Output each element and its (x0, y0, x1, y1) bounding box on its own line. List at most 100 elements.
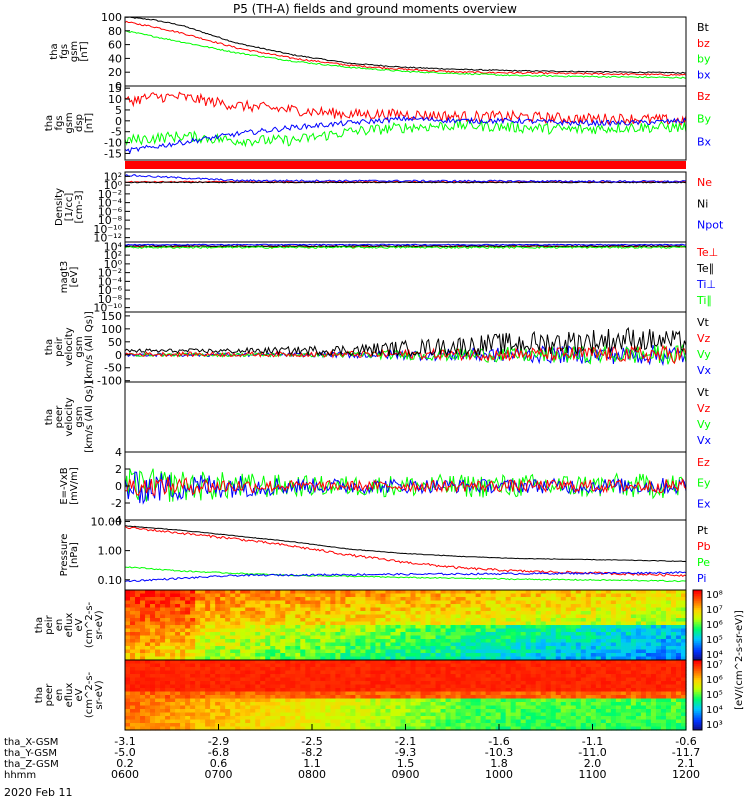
spectrogram-cell (380, 677, 387, 682)
ephemeris-row-label: hhmm (4, 770, 36, 781)
spectrogram-cell (455, 723, 462, 728)
spectrogram-cell (270, 688, 276, 693)
spectrogram-cell (135, 660, 141, 665)
spectrogram-cell (545, 607, 552, 612)
spectrogram-cell (185, 604, 191, 609)
spectrogram-cell (490, 695, 497, 700)
spectrogram-cell (580, 618, 587, 623)
spectrogram-cell (200, 649, 206, 654)
ephemeris-value: 2.1 (677, 757, 695, 770)
ephemeris-value: 0700 (205, 768, 233, 781)
spectrogram-cell (425, 702, 432, 707)
spectrogram-cell (540, 716, 547, 721)
spectrogram-cell (365, 635, 372, 640)
spectrogram-cell (215, 674, 221, 679)
spectrogram-cell (405, 618, 412, 623)
spectrogram-cell (540, 618, 547, 623)
spectrogram-cell (615, 653, 622, 658)
spectrogram-cell (575, 590, 582, 595)
spectrogram-cell (635, 656, 642, 661)
spectrogram-cell (645, 635, 652, 640)
spectrogram-cell (585, 719, 592, 724)
spectrogram-cell (245, 691, 251, 696)
spectrogram-cell (140, 719, 146, 724)
spectrogram-cell (215, 712, 221, 717)
spectrogram-cell (570, 600, 577, 605)
spectrogram-cell (200, 681, 206, 686)
spectrogram-cell (355, 667, 362, 672)
spectrogram-cell (225, 712, 231, 717)
spectrogram-cell (395, 670, 402, 675)
spectrogram-cell (135, 691, 141, 696)
spectrogram-cell (450, 593, 457, 598)
spectrogram-cell (315, 660, 321, 665)
ephemeris-value: -9.3 (395, 746, 416, 759)
spectrogram-cell (295, 614, 301, 619)
spectrogram-cell (290, 698, 296, 703)
spectrogram-cell (260, 670, 266, 675)
spectrogram-cell (550, 688, 557, 693)
spectrogram-cell (400, 723, 407, 728)
spectrogram-cell (605, 716, 612, 721)
spectrogram-cell (160, 705, 166, 710)
spectrogram-cell (330, 656, 336, 661)
spectrogram-cell (625, 702, 632, 707)
spectrogram-cell (505, 705, 512, 710)
spectrogram-cell (375, 695, 382, 700)
spectrogram-cell (480, 639, 487, 644)
spectrogram-cell (585, 625, 592, 630)
spectrogram-cell (445, 705, 452, 710)
spectrogram-cell (385, 684, 392, 689)
spectrogram-cell (460, 695, 467, 700)
spectrogram-cell (235, 635, 241, 640)
spectrogram-cell (465, 590, 472, 595)
spectrogram-cell (560, 698, 567, 703)
spectrogram-cell (150, 656, 156, 661)
spectrogram-cell (385, 660, 392, 665)
spectrogram-cell (275, 705, 281, 710)
spectrogram-cell (605, 674, 612, 679)
spectrogram-cell (395, 611, 402, 616)
spectrogram-cell (355, 709, 362, 714)
spectrogram-cell (630, 716, 637, 721)
colorbar-swatch (693, 651, 702, 654)
spectrogram-cell (200, 642, 206, 647)
colorbar-swatch (693, 630, 702, 633)
y-tick-label: 0 (115, 80, 122, 93)
spectrogram-cell (500, 681, 507, 686)
spectrogram-cell (440, 674, 447, 679)
spectrogram-cell (600, 726, 607, 731)
spectrogram-cell (390, 684, 397, 689)
y-tick-label: 10⁻² (98, 188, 122, 201)
spectrogram-cell (650, 653, 657, 658)
spectrogram-cell (190, 614, 196, 619)
spectrogram-cell (620, 656, 627, 661)
spectrogram-cell (455, 639, 462, 644)
spectrogram-cell (165, 646, 171, 651)
spectrogram-cell (480, 607, 487, 612)
spectrogram-cell (250, 635, 256, 640)
spectrogram-cell (380, 597, 387, 602)
spectrogram-cell (575, 593, 582, 598)
spectrogram-cell (550, 653, 557, 658)
spectrogram-cell (655, 590, 662, 595)
spectrogram-cell (190, 618, 196, 623)
colorbar-swatch (693, 623, 702, 626)
spectrogram-cell (220, 604, 226, 609)
spectrogram-cell (670, 656, 677, 661)
spectrogram-cell (320, 695, 326, 700)
spectrogram-cell (585, 621, 592, 626)
spectrogram-cell (490, 642, 497, 647)
spectrogram-cell (570, 597, 577, 602)
spectrogram-cell (670, 674, 677, 679)
spectrogram-cell (390, 712, 397, 717)
spectrogram-cell (410, 681, 417, 686)
spectrogram-cell (365, 695, 372, 700)
spectrogram-cell (155, 600, 161, 605)
spectrogram-cell (335, 642, 341, 647)
spectrogram-cell (230, 621, 236, 626)
spectrogram-cell (135, 698, 141, 703)
spectrogram-cell (615, 674, 622, 679)
spectrogram-cell (480, 604, 487, 609)
spectrogram-cell (175, 663, 181, 668)
